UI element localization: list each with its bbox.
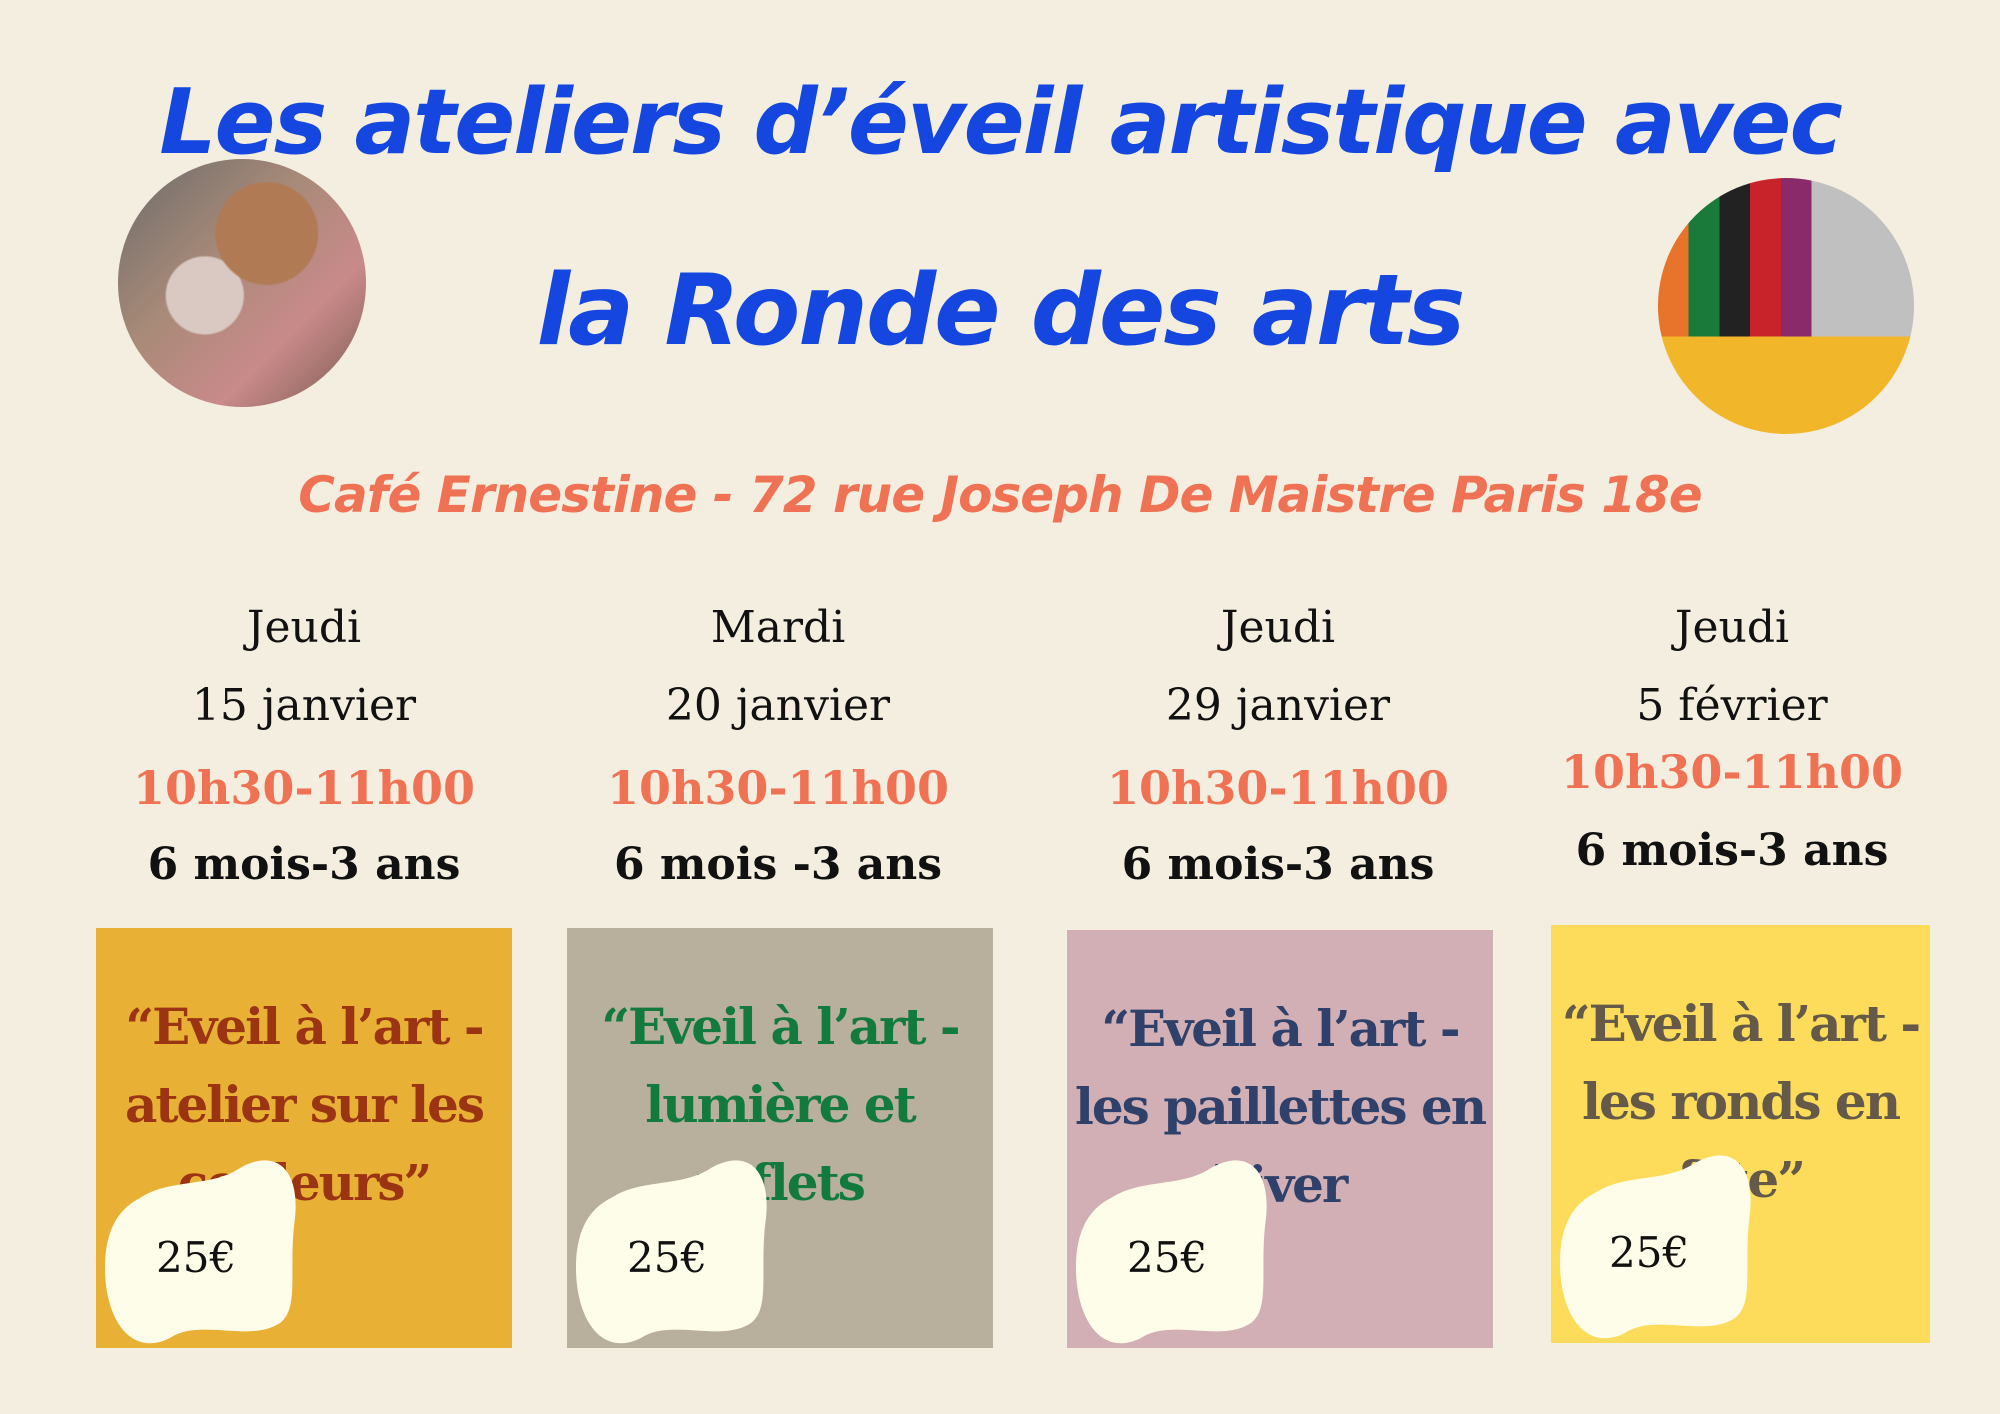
workshop-title-line: “Eveil à l’art - (125, 997, 484, 1056)
session-day: Jeudi (1674, 602, 1790, 653)
session-age-range: 6 mois-3 ans (1575, 825, 1889, 876)
session-day: Mardi (710, 602, 846, 653)
session-date: 20 janvier (665, 680, 891, 731)
workshop-card: “Eveil à l’art - lumière et reflets 25€ (567, 928, 993, 1348)
session-time: 10h30-11h00 (1560, 745, 1904, 799)
session-age-range: 6 mois-3 ans (147, 839, 461, 890)
session-date: 29 janvier (1165, 680, 1391, 731)
address: Café Ernestine - 72 rue Joseph De Maistr… (298, 466, 1702, 524)
title-line-2: la Ronde des arts (536, 254, 1466, 368)
session-date: 15 janvier (191, 680, 417, 731)
session-age-range: 6 mois -3 ans (613, 839, 943, 890)
workshop-title-line: “Eveil à l’art - (601, 997, 960, 1056)
session-time: 10h30-11h00 (1106, 761, 1450, 815)
workshop-title-line: les paillettes en (1074, 1077, 1487, 1136)
workshop-title-line: lumière et (645, 1075, 917, 1134)
price-blob-shape (1560, 1155, 1751, 1339)
session-day: Jeudi (1220, 602, 1336, 653)
workshop-title: “Eveil à l’art - les paillettes en hiver (1067, 990, 1493, 1224)
session-age-range: 6 mois-3 ans (1121, 839, 1435, 890)
price-blob-shape (576, 1160, 767, 1344)
session-time: 10h30-11h00 (132, 761, 476, 815)
price-label: 25€ (1127, 1233, 1208, 1282)
workshop-card: “Eveil à l’art - les paillettes en hiver… (1067, 930, 1493, 1348)
workshop-title-line: les ronds en (1581, 1072, 1901, 1131)
workshop-title-line: “Eveil à l’art - (1101, 999, 1460, 1058)
price-blob-shape (105, 1160, 296, 1344)
workshop-title: “Eveil à l’art - lumière et reflets (567, 988, 993, 1222)
workshop-card: “Eveil à l’art - atelier sur les couleur… (96, 928, 512, 1348)
price-label: 25€ (627, 1233, 708, 1282)
title-line-1: Les ateliers d’éveil artistique avec (159, 70, 1843, 175)
session-time: 10h30-11h00 (606, 761, 950, 815)
price-blob-shape (1076, 1160, 1267, 1344)
session-day: Jeudi (246, 602, 362, 653)
workshop-title-line: “Eveil à l’art - (1561, 994, 1921, 1053)
child-photo (118, 159, 366, 407)
workshop-title-line: atelier sur les (124, 1075, 485, 1134)
workshop-card: “Eveil à l’art - les ronds en fête” 25€ (1551, 925, 1930, 1343)
session-date: 5 février (1636, 680, 1828, 731)
atelier-room-photo (1658, 178, 1914, 434)
price-label: 25€ (156, 1233, 237, 1282)
price-label: 25€ (1609, 1228, 1690, 1277)
